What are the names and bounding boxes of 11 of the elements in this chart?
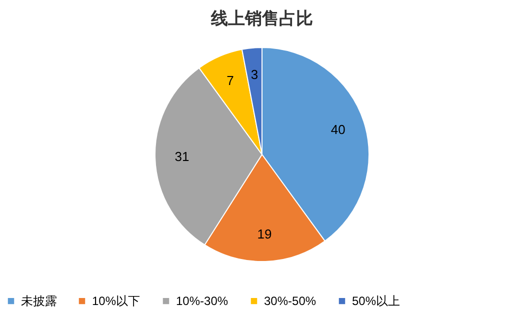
data-label: 19: [257, 226, 272, 242]
data-label: 3: [250, 66, 258, 82]
legend-label: 未披露: [21, 294, 57, 308]
data-label: 40: [330, 122, 346, 137]
legend-label: 10%以下: [92, 294, 140, 308]
chart-title: 线上销售占比: [210, 9, 313, 28]
legend-label: 30%-50%: [264, 294, 316, 308]
legend-label: 50%以上: [352, 294, 400, 308]
data-label: 7: [226, 73, 234, 88]
data-label: 31: [174, 149, 190, 164]
legend-label: 10%-30%: [176, 294, 228, 308]
